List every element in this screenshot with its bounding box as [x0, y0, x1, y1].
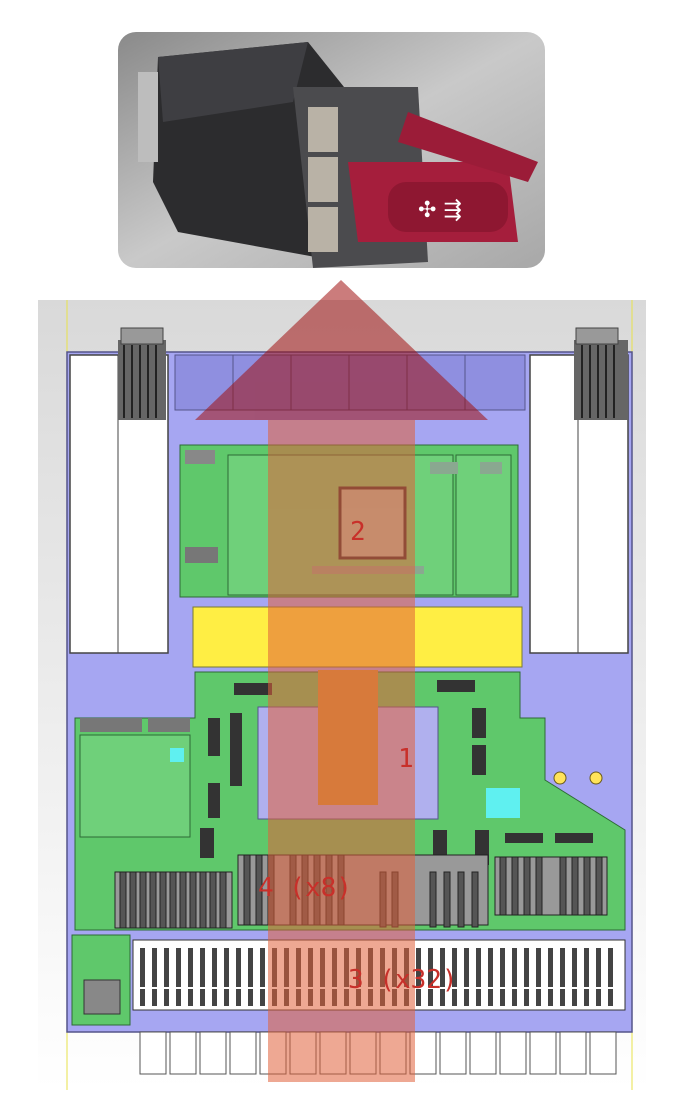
label-1: 1 [398, 744, 414, 774]
label-3: 3 (x32) [348, 965, 458, 995]
airflow-arrow [195, 280, 488, 1082]
svg-text:✣ ⇶: ✣ ⇶ [418, 198, 462, 223]
psu-left [69, 327, 169, 654]
dimm-bank-right [494, 856, 608, 916]
psu-right [529, 327, 629, 654]
label-2: 2 [350, 517, 366, 547]
fan-module-photo: ✣ ⇶ [118, 32, 545, 268]
dimm-bank-left [114, 871, 233, 929]
label-4: 4 (x8) [258, 873, 352, 903]
